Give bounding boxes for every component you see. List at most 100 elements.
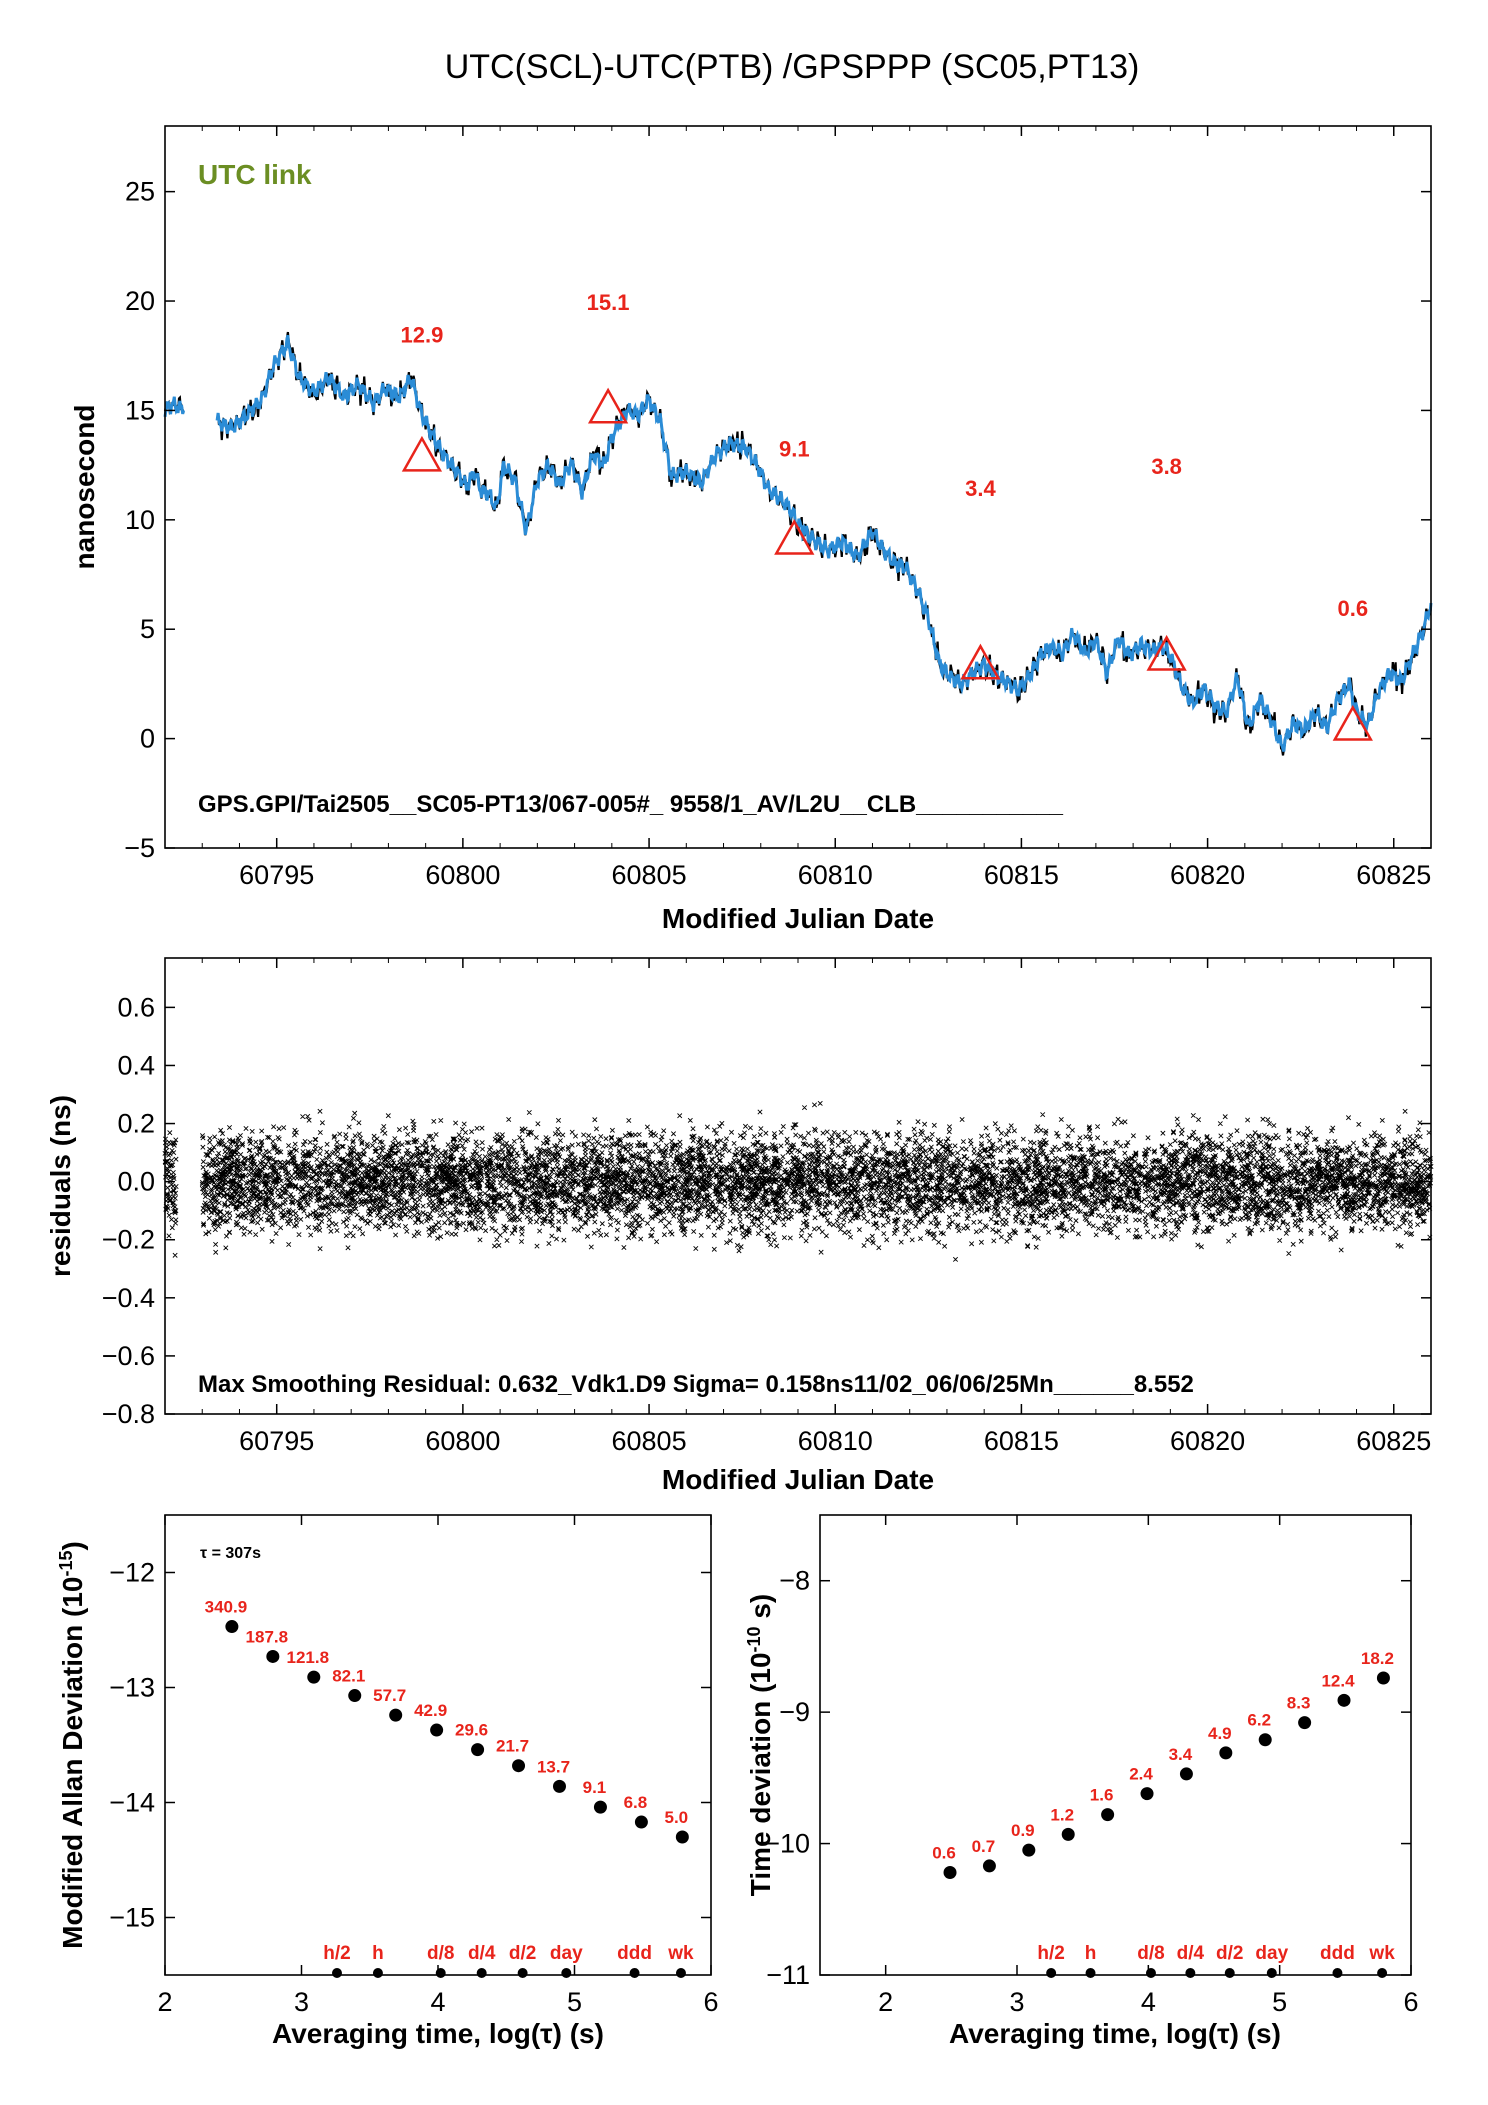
- tdev-interval-label: d/4: [1177, 1943, 1205, 1964]
- res-ytick-label: −0.4: [102, 1283, 155, 1313]
- tdev-point: [1376, 1671, 1390, 1685]
- tdev-point-label: 2.4: [1129, 1765, 1153, 1784]
- ts-ytick-label: 15: [125, 395, 155, 425]
- ts-ytick-label: 25: [125, 177, 155, 207]
- tdev-point-label: 6.2: [1247, 1711, 1271, 1730]
- figure-title: UTC(SCL)-UTC(PTB) /GPSPPP (SC05,PT13): [445, 48, 1140, 86]
- tdev-point: [1061, 1827, 1075, 1841]
- tdev-xtick-label: 3: [1009, 1987, 1024, 2017]
- ts-ytick-label: 20: [125, 286, 155, 316]
- mdev-xtick-label: 2: [157, 1987, 172, 2017]
- tdev-interval-label: day: [1255, 1943, 1288, 1964]
- mdev-interval-dot: [476, 1968, 487, 1978]
- mdev-panel: 340.9 187.8 121.882.1 57.7 42.9 29.6 21.7 13.7 9…: [56, 1514, 719, 2049]
- ts-xtick-label: 60810: [798, 860, 873, 890]
- res-ytick-label: −0.2: [102, 1225, 155, 1255]
- tdev-ylabel: Time deviation (10-10 s): [744, 1594, 776, 1897]
- tdev-point: [1298, 1716, 1312, 1730]
- res-xtick-label: 60805: [612, 1426, 687, 1456]
- mdev-interval-label: d/2: [509, 1943, 536, 1964]
- ts-xtick-label: 60815: [984, 860, 1059, 890]
- ts-xtick-label: 60820: [1170, 860, 1245, 890]
- time-series-frame: [164, 125, 1432, 849]
- mdev-interval-label: wk: [667, 1943, 694, 1964]
- tdev-point-label: 1.6: [1090, 1786, 1114, 1805]
- mdev-interval-dot: [675, 1968, 686, 1978]
- mdev-point-label: 21.7: [496, 1737, 529, 1756]
- marker-value-label: 12.9: [401, 323, 444, 348]
- res-ytick-label: 0.2: [117, 1109, 155, 1139]
- marker-value-label: 3.8: [1151, 454, 1182, 479]
- mdev-point: [471, 1743, 485, 1757]
- mdev-point-label: 6.8: [624, 1793, 648, 1812]
- tdev-point: [1140, 1787, 1154, 1801]
- tdev-point: [1179, 1767, 1193, 1781]
- mdev-interval-dot: [372, 1968, 383, 1978]
- tdev-ytick-label: −10: [764, 1829, 810, 1859]
- tdev-point-label: 12.4: [1321, 1671, 1355, 1690]
- tdev-point: [982, 1859, 996, 1873]
- tdev-point: [1022, 1843, 1036, 1857]
- smoothed-series-line: [215, 334, 1433, 752]
- residuals-panel: 60795 60800 60805 60810 60815 60820 60825 −0.8 −…: [45, 957, 1434, 1495]
- tdev-point: [1258, 1733, 1272, 1747]
- mdev-interval-label: d/8: [427, 1943, 454, 1964]
- ts-xtick-label: 60800: [425, 860, 500, 890]
- tdev-interval-dot: [1185, 1968, 1196, 1978]
- residuals-ylabel: residuals (ns): [45, 1095, 76, 1277]
- res-xtick-label: 60810: [798, 1426, 873, 1456]
- smoothed-series-line: [163, 396, 186, 418]
- triangle-marker: [774, 518, 815, 555]
- triangle-marker: [1332, 704, 1373, 741]
- mdev-interval-label: h: [372, 1943, 384, 1964]
- tdev-interval-dot: [1046, 1968, 1057, 1978]
- tdev-interval-label: ddd: [1320, 1943, 1355, 1964]
- mdev-point-label: 121.8: [287, 1648, 330, 1667]
- mdev-point: [225, 1620, 239, 1634]
- mdev-point-label: 187.8: [246, 1627, 289, 1646]
- mdev-xtick-label: 3: [294, 1987, 309, 2017]
- marker-value-label: 15.1: [587, 290, 630, 315]
- res-xtick-label: 60815: [984, 1426, 1059, 1456]
- marker-value-label: 3.4: [965, 476, 996, 501]
- tdev-interval-label: h: [1085, 1943, 1097, 1964]
- res-xtick-label: 60820: [1170, 1426, 1245, 1456]
- mdev-xtick-label: 5: [567, 1987, 582, 2017]
- tdev-point-label: 4.9: [1208, 1724, 1232, 1743]
- res-xtick-label: 60825: [1356, 1426, 1431, 1456]
- mdev-interval-dot: [517, 1968, 528, 1978]
- tau-label: τ = 307s: [200, 1545, 261, 1562]
- tdev-frame: [819, 1514, 1412, 1976]
- ts-ytick-label: 0: [140, 724, 155, 754]
- tdev-point: [1219, 1746, 1233, 1760]
- tdev-point-label: 0.7: [972, 1837, 996, 1856]
- marker-value-label: 9.1: [779, 436, 810, 461]
- tdev-point-label: 1.2: [1050, 1805, 1074, 1824]
- mdev-point: [430, 1723, 444, 1737]
- mdev-ytick-label: −14: [109, 1788, 155, 1818]
- triangle-marker: [1146, 634, 1187, 671]
- time-series-xlabel: Modified Julian Date: [662, 903, 934, 934]
- mdev-point-label: 42.9: [414, 1701, 447, 1720]
- mdev-xtick-label: 6: [703, 1987, 718, 2017]
- time-series-panel: 12.9 15.1 9.1 3.4 3.8 0.6 60795 60800 60805 6081…: [69, 125, 1433, 934]
- ts-ytick-label: −5: [124, 833, 155, 863]
- mdev-interval-label: ddd: [617, 1943, 652, 1964]
- time-series-ylabel: nanosecond: [69, 405, 100, 570]
- tdev-xtick-label: 6: [1403, 1987, 1418, 2017]
- mdev-interval-dot: [561, 1968, 572, 1978]
- marker-value-label: 0.6: [1338, 596, 1369, 621]
- mdev-interval-label: d/4: [468, 1943, 496, 1964]
- tdev-point: [943, 1865, 957, 1879]
- mdev-point: [512, 1759, 526, 1773]
- res-xtick-label: 60800: [425, 1426, 500, 1456]
- time-series-footer: GPS.GPI/Tai2505__SC05-PT13/067-005#_ 955…: [198, 791, 1064, 818]
- tdev-point-label: 18.2: [1361, 1649, 1394, 1668]
- tdev-xtick-label: 4: [1141, 1987, 1156, 2017]
- res-ytick-label: −0.8: [102, 1399, 155, 1429]
- mdev-point: [389, 1708, 403, 1722]
- res-ytick-label: −0.6: [102, 1341, 155, 1371]
- tdev-xtick-label: 2: [878, 1987, 893, 2017]
- mdev-point-label: 9.1: [583, 1778, 607, 1797]
